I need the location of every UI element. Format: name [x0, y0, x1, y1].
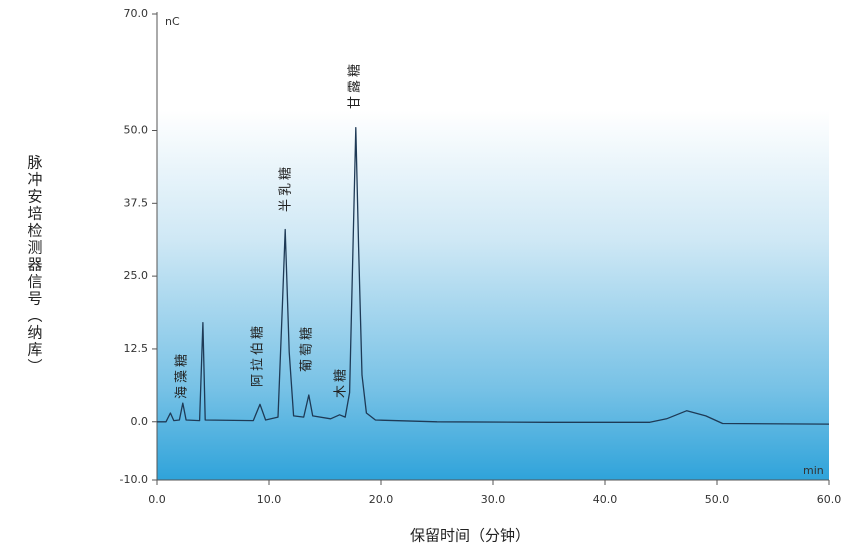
peak-label: 木糖: [333, 366, 349, 398]
y-tick-label: 12.5: [124, 342, 149, 355]
x-tick-label: 50.0: [705, 493, 730, 506]
x-tick-label: 20.0: [369, 493, 394, 506]
x-tick-label: 40.0: [593, 493, 618, 506]
x-axis-label: 保留时间（分钟）: [410, 527, 530, 545]
y-tick-label: 37.5: [124, 196, 149, 209]
x-tick-label: 10.0: [257, 493, 282, 506]
peak-label: 阿拉伯糖: [250, 323, 266, 387]
x-tick-label: 0.0: [148, 493, 166, 506]
peak-label: 葡萄糖: [299, 324, 315, 372]
x-tick-label: 60.0: [817, 493, 842, 506]
y-tick-label: 50.0: [124, 124, 149, 137]
x-unit: min: [803, 464, 824, 477]
y-tick-label: -10.0: [120, 473, 148, 486]
x-tick-label: 30.0: [481, 493, 506, 506]
peak-label: 半乳糖: [278, 164, 294, 212]
peak-label: 海藻糖: [174, 351, 190, 399]
y-tick-label: 25.0: [124, 269, 149, 282]
y-tick-label: 70.0: [124, 7, 149, 20]
peak-label: 甘露糖: [347, 61, 363, 109]
chromatogram-line: [157, 126, 830, 425]
y-axis-label: 脉冲安培检测器信号（纳库）: [26, 155, 44, 376]
y-tick-label: 0.0: [131, 415, 149, 428]
y-unit: nC: [165, 15, 180, 28]
plot-background: [157, 110, 829, 480]
